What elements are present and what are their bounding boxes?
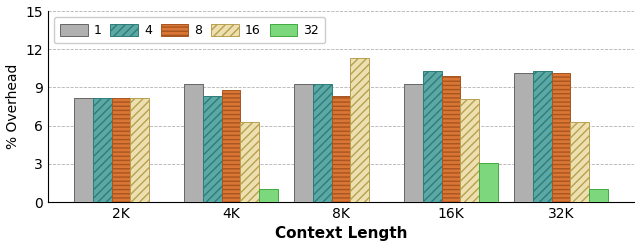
Bar [350, 58, 369, 202]
Bar [589, 189, 608, 202]
Bar [221, 90, 241, 202]
Bar [460, 99, 479, 202]
X-axis label: Context Length: Context Length [275, 226, 407, 242]
Y-axis label: % Overhead: % Overhead [6, 64, 20, 149]
Bar [111, 98, 131, 202]
Bar [533, 71, 552, 202]
Bar [74, 98, 93, 202]
Bar [404, 84, 423, 202]
Bar [442, 76, 460, 202]
Bar [570, 122, 589, 202]
Bar [93, 98, 111, 202]
Bar [515, 73, 533, 202]
Bar [241, 122, 259, 202]
Bar [552, 73, 570, 202]
Bar [131, 98, 149, 202]
Legend: 1, 4, 8, 16, 32: 1, 4, 8, 16, 32 [54, 17, 325, 43]
Bar [313, 84, 332, 202]
Bar [479, 163, 498, 202]
Bar [294, 84, 313, 202]
Bar [332, 96, 350, 202]
Bar [259, 189, 278, 202]
Bar [203, 96, 221, 202]
Bar [423, 71, 442, 202]
Bar [184, 84, 203, 202]
